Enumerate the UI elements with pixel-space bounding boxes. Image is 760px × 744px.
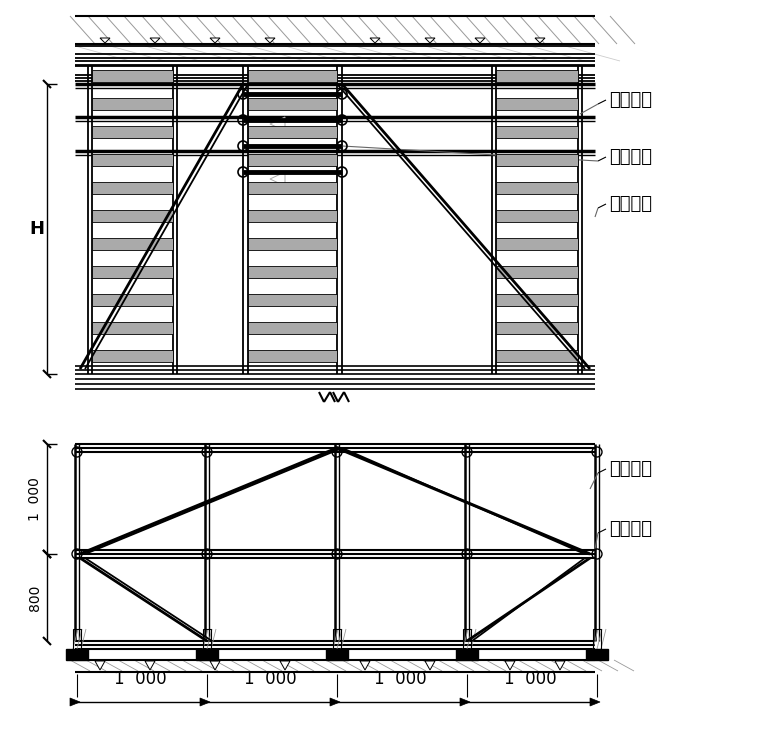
Bar (92, 322, 173, 334)
Bar (496, 154, 578, 166)
Text: 1  000: 1 000 (28, 477, 42, 521)
Polygon shape (70, 698, 80, 706)
Bar (248, 350, 337, 362)
Bar (496, 322, 578, 334)
Bar (248, 294, 337, 306)
Polygon shape (210, 661, 220, 670)
Polygon shape (150, 38, 160, 43)
Bar (586, 649, 608, 660)
Polygon shape (100, 38, 110, 43)
Bar (203, 629, 211, 649)
Text: 1  000: 1 000 (374, 670, 426, 688)
Bar (248, 238, 337, 250)
Bar (92, 266, 173, 278)
Bar (92, 350, 173, 362)
Bar (326, 649, 348, 660)
Polygon shape (265, 38, 275, 43)
Bar (593, 629, 601, 649)
Bar (496, 98, 578, 110)
Polygon shape (475, 38, 485, 43)
Polygon shape (370, 38, 380, 43)
Text: 1  000: 1 000 (114, 670, 166, 688)
Polygon shape (145, 661, 155, 670)
Bar (496, 70, 578, 82)
Bar (496, 238, 578, 250)
Bar (463, 629, 471, 649)
Polygon shape (360, 661, 370, 670)
Bar (333, 629, 341, 649)
Text: 加固鈢管: 加固鈢管 (609, 195, 652, 213)
Text: 对拉丝杆: 对拉丝杆 (609, 148, 652, 166)
Bar (92, 70, 173, 82)
Bar (248, 182, 337, 194)
Polygon shape (425, 38, 435, 43)
Polygon shape (425, 661, 435, 670)
Bar (248, 70, 337, 82)
Polygon shape (270, 172, 285, 186)
Bar (248, 322, 337, 334)
Polygon shape (590, 698, 600, 706)
Bar (92, 154, 173, 166)
Text: 1  000: 1 000 (244, 670, 296, 688)
Bar (248, 266, 337, 278)
Bar (496, 350, 578, 362)
Text: 800: 800 (28, 584, 42, 611)
Bar (92, 210, 173, 222)
Bar (92, 182, 173, 194)
Bar (496, 266, 578, 278)
Bar (73, 629, 81, 649)
Bar (496, 294, 578, 306)
Bar (92, 294, 173, 306)
Bar (496, 126, 578, 138)
Bar (248, 126, 337, 138)
Text: H: H (30, 220, 45, 238)
Polygon shape (535, 38, 545, 43)
Bar (92, 126, 173, 138)
Bar (248, 154, 337, 166)
Polygon shape (270, 117, 285, 131)
Bar (92, 238, 173, 250)
Bar (248, 210, 337, 222)
Bar (92, 98, 173, 110)
Text: 加固斜撑: 加固斜撑 (609, 460, 652, 478)
Bar (66, 649, 88, 660)
Text: 框梁斜撑: 框梁斜撑 (609, 91, 652, 109)
Bar (496, 210, 578, 222)
Polygon shape (200, 698, 210, 706)
Text: 1  000: 1 000 (504, 670, 556, 688)
Bar (248, 98, 337, 110)
Text: 支撑垫板: 支撑垫板 (609, 520, 652, 538)
Bar (196, 649, 218, 660)
Polygon shape (555, 661, 565, 670)
Polygon shape (210, 38, 220, 43)
Polygon shape (505, 661, 515, 670)
Bar (496, 182, 578, 194)
Bar (456, 649, 478, 660)
Polygon shape (330, 698, 340, 706)
Polygon shape (280, 661, 290, 670)
Polygon shape (460, 698, 470, 706)
Polygon shape (95, 661, 105, 670)
